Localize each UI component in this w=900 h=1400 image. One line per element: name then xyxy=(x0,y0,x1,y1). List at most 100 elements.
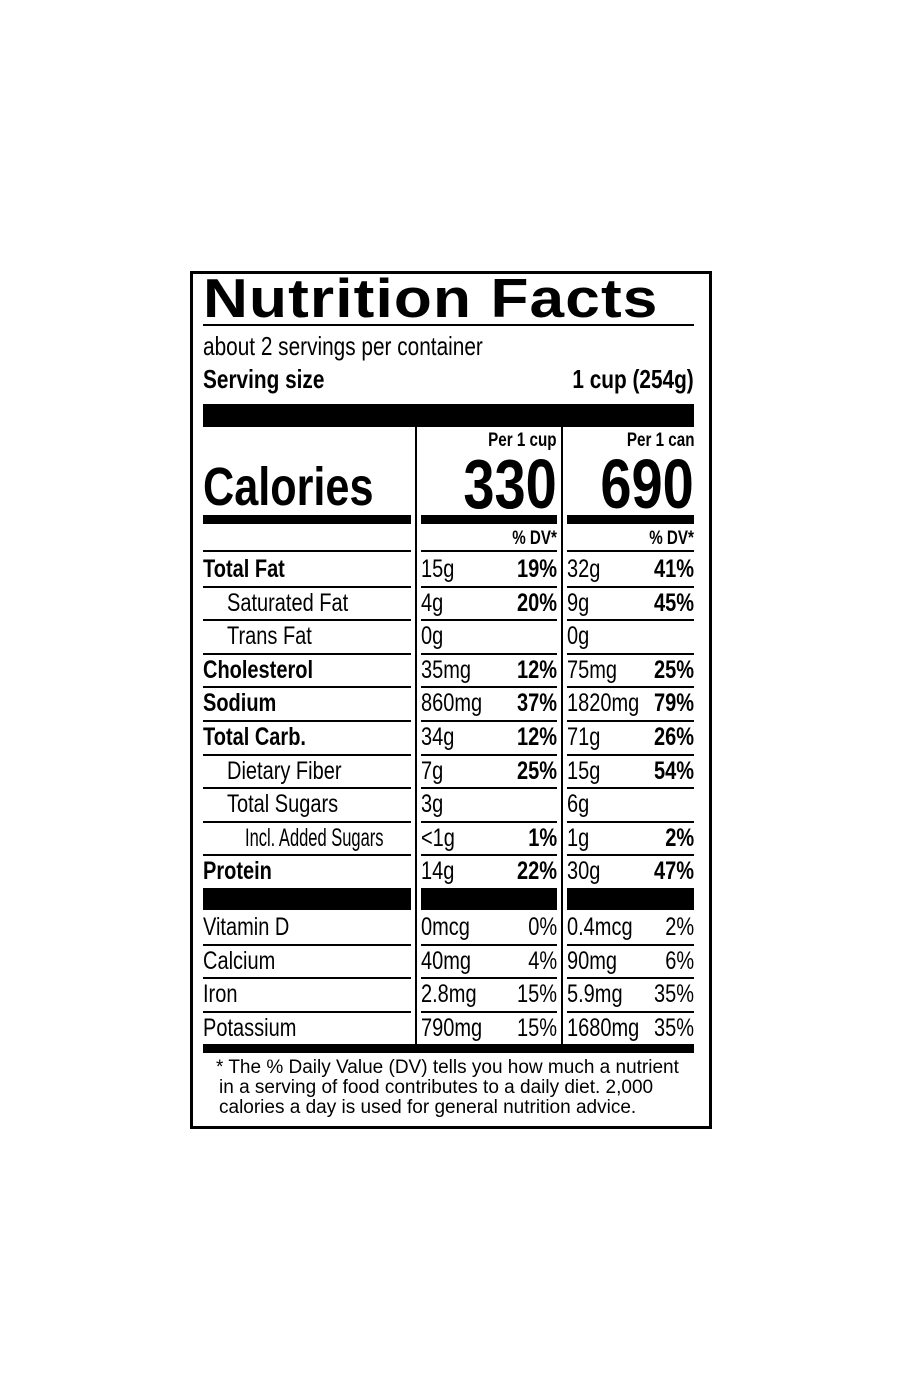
dv-per-cup: 15% xyxy=(516,980,557,1008)
title-rule xyxy=(203,324,694,326)
row-divider xyxy=(421,854,557,856)
row-divider xyxy=(567,550,694,552)
row-divider xyxy=(203,1011,411,1013)
dv-per-can: 25% xyxy=(653,656,694,684)
nutrient-name: Incl. Added Sugars xyxy=(245,824,384,852)
row-divider xyxy=(421,550,557,552)
row-divider xyxy=(567,686,694,688)
vitamin-name: Calcium xyxy=(203,947,276,975)
row-divider xyxy=(567,619,694,621)
amount-per-can: 0.4mcg xyxy=(567,913,633,941)
row-divider xyxy=(203,653,411,655)
row-divider xyxy=(421,977,557,979)
dv-per-can: 45% xyxy=(653,589,694,617)
calories-per-cup: 330 xyxy=(463,445,557,523)
row-divider xyxy=(567,720,694,722)
amount-per-can: 30g xyxy=(567,857,601,885)
nutrition-facts-label xyxy=(190,271,712,1129)
amount-per-can: 1820mg xyxy=(567,689,640,717)
row-divider xyxy=(421,686,557,688)
amount-per-cup: 14g xyxy=(421,857,455,885)
dv-per-cup: 22% xyxy=(516,857,557,885)
dv-per-cup: 12% xyxy=(516,656,557,684)
footnote-line: in a serving of food contributes to a da… xyxy=(219,1077,654,1098)
thick-divider xyxy=(203,1044,694,1053)
dv-per-cup: 0% xyxy=(528,913,557,941)
row-divider xyxy=(567,854,694,856)
row-divider xyxy=(203,619,411,621)
vitamin-name: Vitamin D xyxy=(203,913,290,941)
thick-divider xyxy=(203,888,411,910)
thick-divider xyxy=(203,404,694,427)
nutrient-name: Protein xyxy=(203,857,272,885)
calories-bar xyxy=(567,515,694,524)
nutrient-name: Total Sugars xyxy=(227,790,339,818)
row-divider xyxy=(567,586,694,588)
amount-per-cup: 790mg xyxy=(421,1014,483,1042)
dv-per-cup: 37% xyxy=(516,689,557,717)
row-divider xyxy=(203,821,411,823)
calories-per-can: 690 xyxy=(600,445,694,523)
nutrient-name: Total Fat xyxy=(203,555,285,583)
row-divider xyxy=(567,787,694,789)
dv-per-cup: 19% xyxy=(516,555,557,583)
row-divider xyxy=(567,821,694,823)
dv-per-cup: 20% xyxy=(516,589,557,617)
row-divider xyxy=(421,619,557,621)
amount-per-cup: 7g xyxy=(421,757,444,785)
dv-header-can: % DV* xyxy=(649,528,694,549)
dv-per-can: 54% xyxy=(653,757,694,785)
amount-per-cup: 0mcg xyxy=(421,913,470,941)
row-divider xyxy=(203,754,411,756)
row-divider xyxy=(421,754,557,756)
servings-per-container: about 2 servings per container xyxy=(203,331,483,361)
column-header-per-can: Per 1 can xyxy=(626,430,694,451)
dv-per-cup: 4% xyxy=(528,947,557,975)
amount-per-cup: <1g xyxy=(421,824,455,852)
serving-size-value: 1 cup (254g) xyxy=(572,364,694,394)
amount-per-can: 75mg xyxy=(567,656,618,684)
footnote-line: * The % Daily Value (DV) tells you how m… xyxy=(216,1057,679,1078)
label-title: Nutrition Facts xyxy=(203,267,659,329)
dv-per-can: 2% xyxy=(665,824,694,852)
amount-per-cup: 0g xyxy=(421,622,444,650)
amount-per-cup: 35mg xyxy=(421,656,472,684)
row-divider xyxy=(567,653,694,655)
column-header-per-cup: Per 1 cup xyxy=(488,430,557,451)
vitamin-name: Potassium xyxy=(203,1014,297,1042)
serving-size-label: Serving size xyxy=(203,364,325,394)
dv-per-can: 47% xyxy=(653,857,694,885)
amount-per-can: 1680mg xyxy=(567,1014,640,1042)
row-divider xyxy=(567,977,694,979)
amount-per-cup: 4g xyxy=(421,589,444,617)
nutrient-name: Dietary Fiber xyxy=(227,757,342,785)
row-divider xyxy=(203,550,411,552)
nutrient-name: Sodium xyxy=(203,689,277,717)
dv-per-cup: 1% xyxy=(528,824,557,852)
vitamin-name: Iron xyxy=(203,980,238,1008)
thick-divider xyxy=(567,888,694,910)
thick-divider xyxy=(421,888,557,910)
dv-header-cup: % DV* xyxy=(512,528,557,549)
amount-per-can: 32g xyxy=(567,555,601,583)
row-divider xyxy=(567,1011,694,1013)
nutrient-name: Total Carb. xyxy=(203,723,306,751)
dv-per-can: 79% xyxy=(653,689,694,717)
dv-per-cup: 25% xyxy=(516,757,557,785)
column-divider xyxy=(415,427,417,1044)
amount-per-cup: 15g xyxy=(421,555,455,583)
amount-per-cup: 2.8mg xyxy=(421,980,477,1008)
dv-per-cup: 12% xyxy=(516,723,557,751)
amount-per-can: 5.9mg xyxy=(567,980,623,1008)
row-divider xyxy=(203,787,411,789)
row-divider xyxy=(421,821,557,823)
calories-label: Calories xyxy=(203,457,374,517)
row-divider xyxy=(203,686,411,688)
row-divider xyxy=(203,977,411,979)
row-divider xyxy=(203,586,411,588)
amount-per-cup: 3g xyxy=(421,790,444,818)
row-divider xyxy=(421,1011,557,1013)
amount-per-can: 15g xyxy=(567,757,601,785)
row-divider xyxy=(567,754,694,756)
amount-per-can: 71g xyxy=(567,723,601,751)
